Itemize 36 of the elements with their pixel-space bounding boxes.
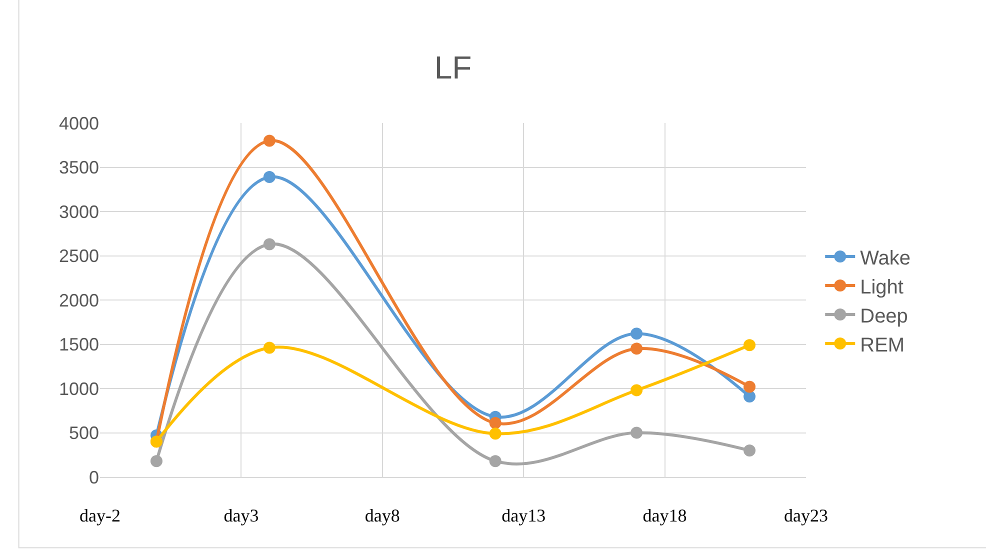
point [630, 328, 643, 340]
y-tick-label: 0 [88, 467, 99, 488]
y-tick-label: 2000 [58, 290, 99, 310]
point [489, 455, 502, 468]
point [744, 444, 756, 456]
y-tick-label: 1000 [58, 378, 99, 399]
y-tick-label: 2500 [58, 246, 99, 266]
point [489, 428, 502, 440]
x-tick-label: day18 [642, 506, 687, 526]
legend-label: Deep [860, 305, 908, 328]
point [263, 238, 276, 250]
y-tick-label: 1500 [58, 334, 99, 355]
point [630, 426, 643, 439]
x-tick-label: day8 [364, 506, 400, 526]
y-tick-label: 4000 [58, 113, 99, 134]
legend-label: REM [860, 334, 905, 356]
x-tick-label: day-2 [80, 506, 120, 526]
y-tick-label: 3500 [58, 158, 99, 178]
chart-title: LF [434, 49, 472, 86]
x-tick-label: day3 [224, 506, 259, 526]
point [150, 455, 162, 468]
legend-label: Light [860, 276, 904, 298]
point [744, 380, 756, 393]
point [744, 339, 756, 352]
point [630, 342, 643, 355]
x-tick-label: day13 [502, 506, 546, 526]
legend-label: Wake [860, 247, 911, 270]
point [744, 390, 756, 402]
y-tick-label: 500 [68, 423, 99, 444]
y-tick-label: 3000 [58, 202, 99, 222]
point [263, 134, 276, 147]
point [263, 342, 276, 354]
point [263, 170, 276, 183]
x-tick-label: day23 [784, 506, 828, 526]
point [630, 384, 643, 396]
point [489, 417, 502, 430]
